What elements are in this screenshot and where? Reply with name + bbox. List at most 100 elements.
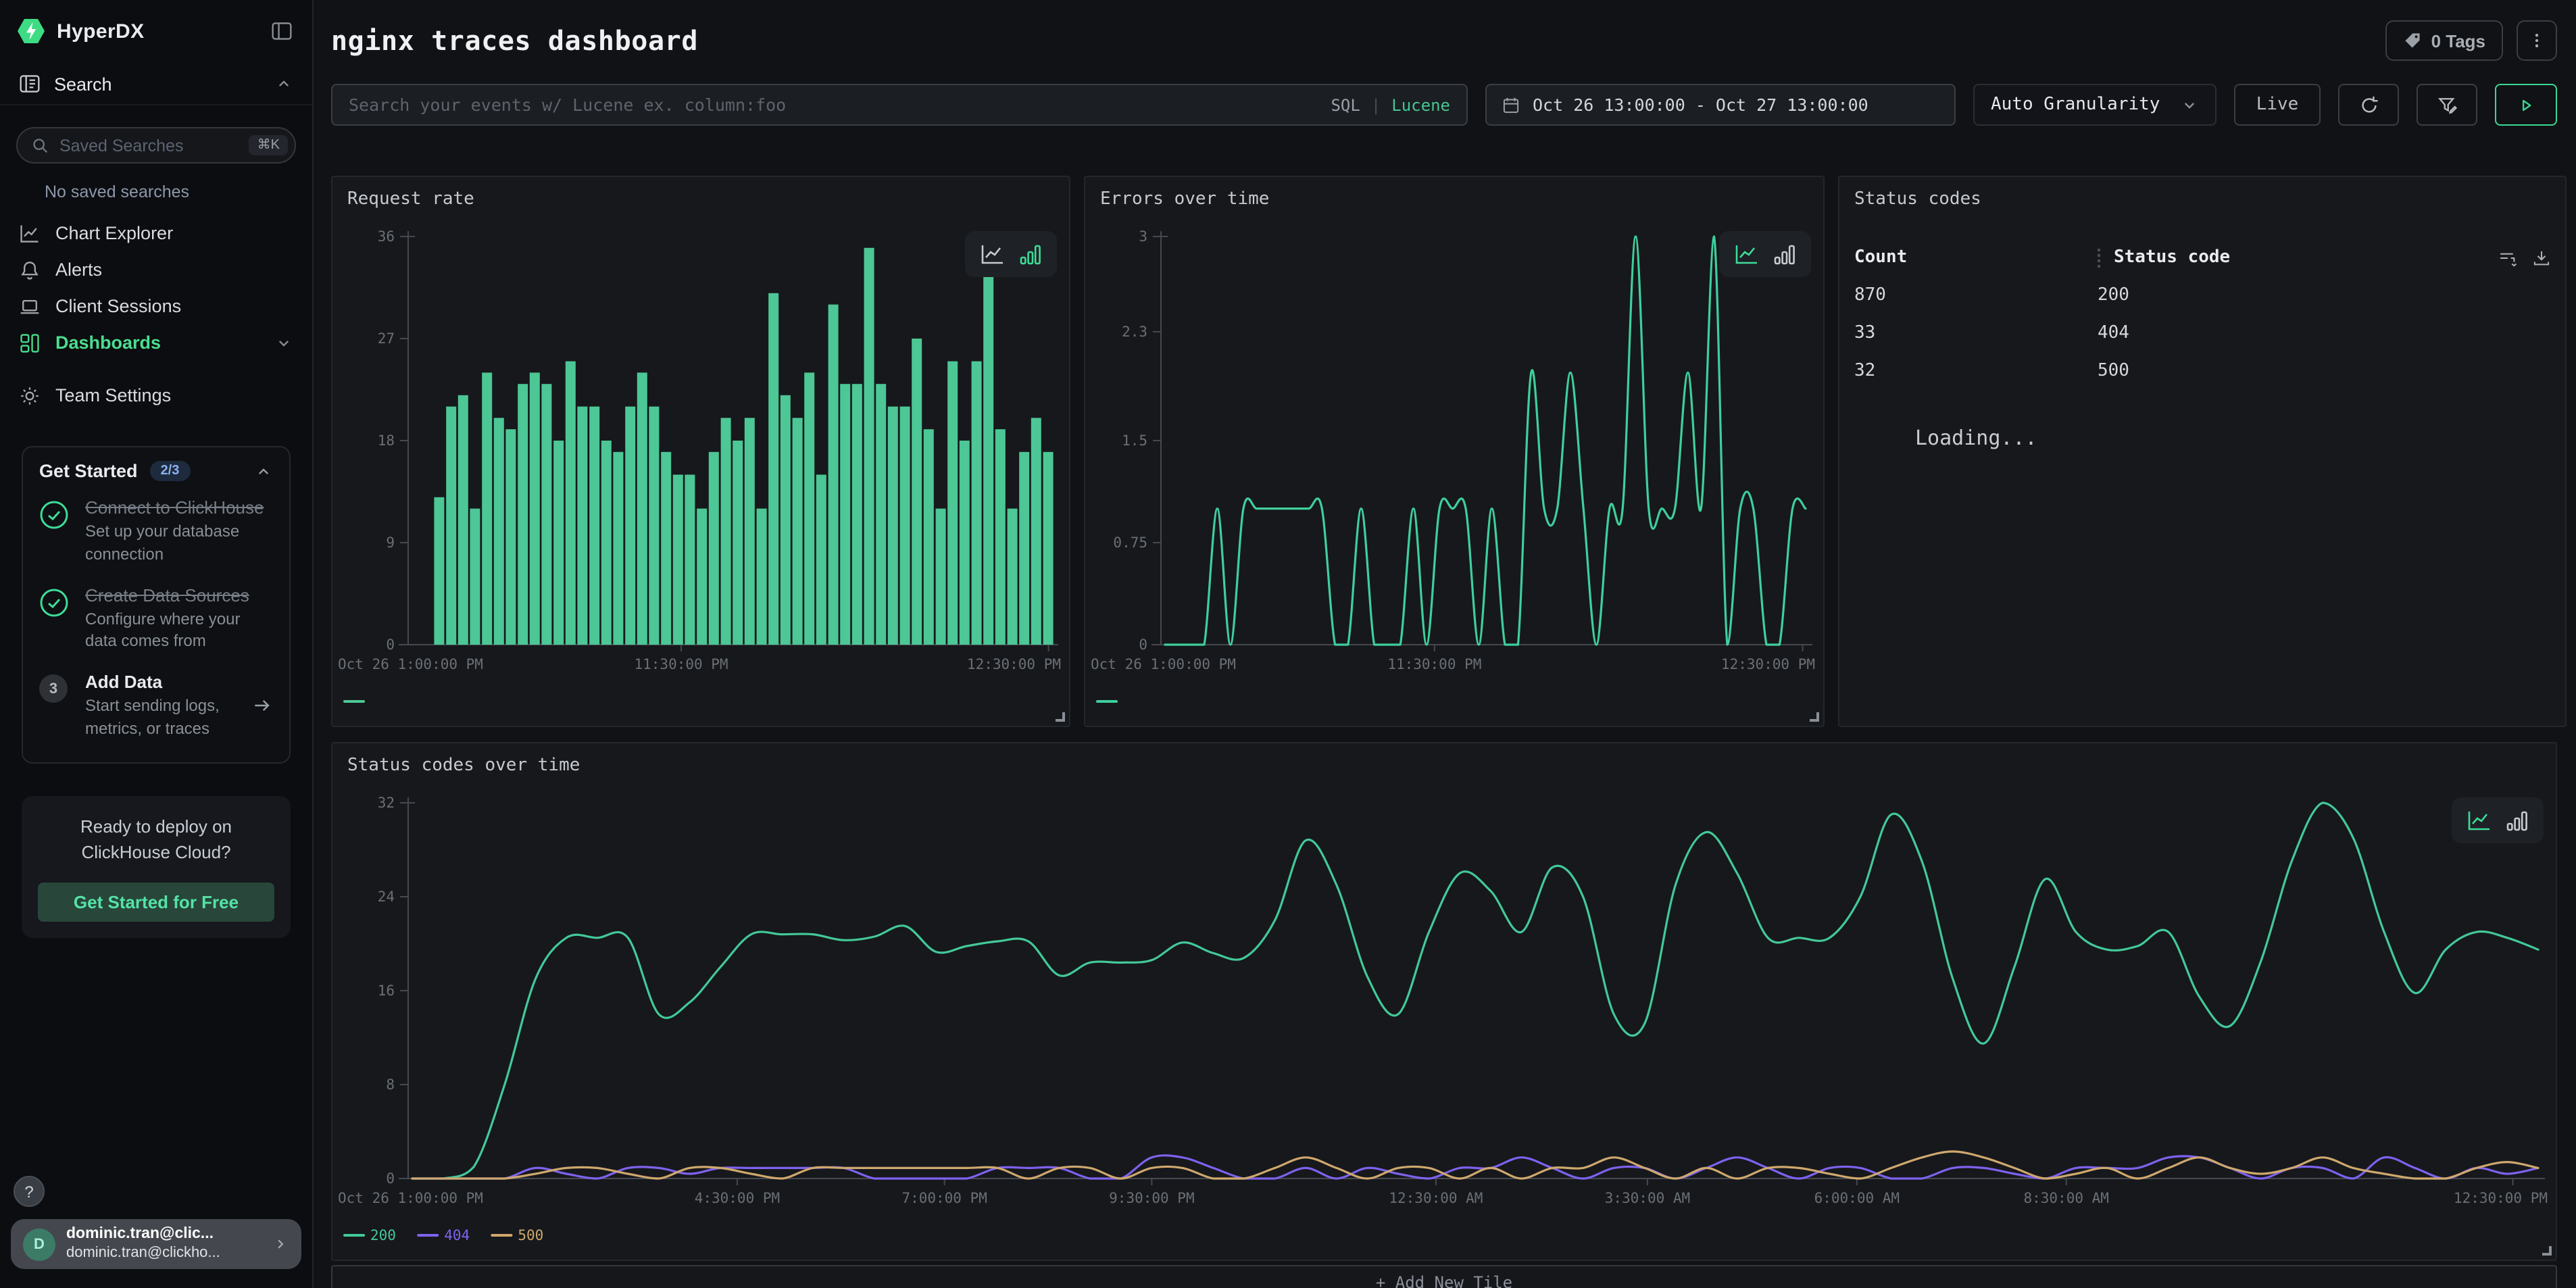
cell-status: 404	[2098, 323, 2129, 343]
shortcut-badge: ⌘K	[249, 135, 288, 155]
mode-divider: |	[1370, 95, 1381, 114]
column-divider[interactable]	[2098, 248, 2100, 267]
sidebar-item-alerts[interactable]: Alerts	[0, 251, 312, 288]
line-chart-icon[interactable]	[1734, 243, 1760, 266]
step-number-badge: 3	[39, 672, 69, 740]
svg-text:0: 0	[1139, 637, 1147, 653]
step-desc: Configure where your data comes from	[85, 609, 241, 651]
event-search-input[interactable]	[349, 95, 1320, 115]
table-row[interactable]: 33 404	[1854, 323, 2552, 343]
resize-handle[interactable]	[1056, 712, 1065, 722]
chevron-up-icon[interactable]	[254, 462, 273, 480]
run-query-button[interactable]	[2495, 84, 2557, 126]
get-started-step-sources[interactable]: Create Data Sources Configure where your…	[39, 585, 273, 653]
tags-button[interactable]: 0 Tags	[2385, 20, 2503, 61]
date-range-picker[interactable]: Oct 26 13:00:00 - Oct 27 13:00:00	[1485, 84, 1956, 126]
download-csv-icon[interactable]	[2531, 248, 2552, 267]
sidebar-item-team-settings[interactable]: Team Settings	[0, 377, 312, 414]
svg-text:0: 0	[386, 1170, 395, 1187]
svg-text:9:30:00 PM: 9:30:00 PM	[1109, 1190, 1194, 1206]
svg-text:12:30:00 PM: 12:30:00 PM	[1721, 656, 1815, 672]
sidebar-item-dashboards[interactable]: Dashboards	[0, 324, 312, 361]
resize-handle[interactable]	[2542, 1246, 2552, 1256]
collapse-sidebar-icon[interactable]	[270, 20, 293, 42]
help-button[interactable]: ?	[14, 1176, 45, 1207]
svg-text:3: 3	[1139, 228, 1147, 245]
loading-text: Loading...	[1915, 426, 2037, 450]
promo-line2: ClickHouse Cloud?	[81, 841, 231, 862]
chart-explorer-icon	[19, 222, 42, 244]
filter-button[interactable]	[2417, 84, 2477, 126]
progress-badge: 2/3	[149, 461, 191, 481]
column-header-status-code[interactable]: Status code	[2114, 247, 2231, 268]
dashboard-menu-button[interactable]	[2517, 20, 2557, 61]
add-new-tile-button[interactable]: + Add New Tile	[331, 1265, 2557, 1288]
chevron-down-icon	[2180, 95, 2199, 114]
svg-text:7:00:00 PM: 7:00:00 PM	[901, 1190, 987, 1206]
granularity-value: Auto Granularity	[1991, 95, 2160, 115]
user-menu[interactable]: D dominic.tran@clic... dominic.tran@clic…	[11, 1219, 301, 1269]
sidebar-header: HyperDX	[0, 0, 312, 46]
sql-mode-toggle[interactable]: SQL	[1331, 95, 1360, 114]
date-range-value: Oct 26 13:00:00 - Oct 27 13:00:00	[1533, 95, 1868, 115]
sidebar-item-chart-explorer[interactable]: Chart Explorer	[0, 215, 312, 251]
play-icon	[2517, 95, 2535, 114]
line-chart-icon[interactable]	[2467, 809, 2492, 832]
saved-searches-input-wrap: ⌘K	[16, 127, 296, 164]
filter-edit-icon	[2436, 94, 2458, 116]
main-content: nginx traces dashboard 0 Tags SQL | Luce…	[315, 0, 2576, 1288]
cell-count: 33	[1854, 323, 1876, 343]
chevron-right-icon	[272, 1235, 289, 1253]
resize-handle[interactable]	[1810, 712, 1819, 722]
line-chart-icon[interactable]	[980, 243, 1006, 266]
sidebar-item-client-sessions[interactable]: Client Sessions	[0, 288, 312, 324]
refresh-icon	[2358, 94, 2379, 116]
cell-count: 870	[1854, 285, 1886, 305]
sidebar-item-label: Team Settings	[55, 385, 172, 405]
svg-text:18: 18	[378, 432, 395, 449]
get-started-free-button[interactable]: Get Started for Free	[38, 883, 274, 922]
svg-text:0: 0	[386, 637, 395, 653]
tags-label: 0 Tags	[2431, 30, 2485, 51]
panel-title: Status codes over time	[347, 756, 580, 776]
sidebar-item-label: Client Sessions	[55, 296, 182, 316]
kebab-menu-icon	[2527, 31, 2546, 50]
bar-chart-icon[interactable]	[1019, 243, 1042, 266]
svg-text:8: 8	[386, 1076, 395, 1093]
chevron-down-icon[interactable]	[274, 333, 293, 352]
refresh-button[interactable]	[2338, 84, 2399, 126]
page-title: nginx traces dashboard	[331, 24, 699, 57]
request-rate-panel: Request rate 0 9 18 27 36 Oct 26 1:00:00 PM 11…	[331, 176, 1070, 727]
promo-line1: Ready to deploy on	[80, 816, 232, 837]
column-header-count[interactable]: Count	[1854, 247, 1908, 268]
svg-text:11:30:00 PM: 11:30:00 PM	[635, 656, 728, 672]
table-row[interactable]: 32 500	[1854, 361, 2552, 381]
granularity-select[interactable]: Auto Granularity	[1973, 84, 2216, 126]
step-desc: Set up your database connection	[85, 522, 240, 564]
table-row[interactable]: 870 200	[1854, 285, 2552, 305]
user-email: dominic.tran@clickho...	[66, 1244, 220, 1261]
svg-text:12:30:00 PM: 12:30:00 PM	[2454, 1190, 2548, 1206]
bar-chart-icon[interactable]	[1773, 243, 1796, 266]
sidebar-search-label: Search	[54, 74, 112, 94]
svg-text:36: 36	[378, 228, 395, 245]
live-button[interactable]: Live	[2234, 84, 2321, 126]
svg-text:Oct 26 1:00:00 PM: Oct 26 1:00:00 PM	[338, 1190, 483, 1206]
sidebar: HyperDX Search ⌘K No saved searches	[0, 0, 314, 1288]
sort-columns-icon[interactable]	[2498, 248, 2518, 267]
arrow-right-icon[interactable]	[243, 695, 273, 717]
panel-title: Request rate	[347, 189, 474, 209]
svg-text:11:30:00 PM: 11:30:00 PM	[1387, 656, 1481, 672]
chevron-up-icon[interactable]	[274, 74, 293, 93]
get-started-step-add-data[interactable]: 3 Add Data Start sending logs, metrics, …	[39, 672, 273, 740]
get-started-step-connect[interactable]: Connect to ClickHouse Set up your databa…	[39, 497, 273, 566]
sidebar-item-search[interactable]: Search	[0, 64, 312, 105]
check-circle-icon	[39, 497, 69, 566]
saved-searches-input[interactable]	[59, 136, 249, 155]
bar-chart-icon[interactable]	[2506, 809, 2529, 832]
svg-text:Oct 26 1:00:00 PM: Oct 26 1:00:00 PM	[1091, 656, 1236, 672]
get-started-header[interactable]: Get Started 2/3	[39, 461, 273, 481]
panel-title: Errors over time	[1100, 189, 1270, 209]
lucene-mode-toggle[interactable]: Lucene	[1391, 95, 1450, 114]
svg-text:0.75: 0.75	[1113, 535, 1147, 551]
